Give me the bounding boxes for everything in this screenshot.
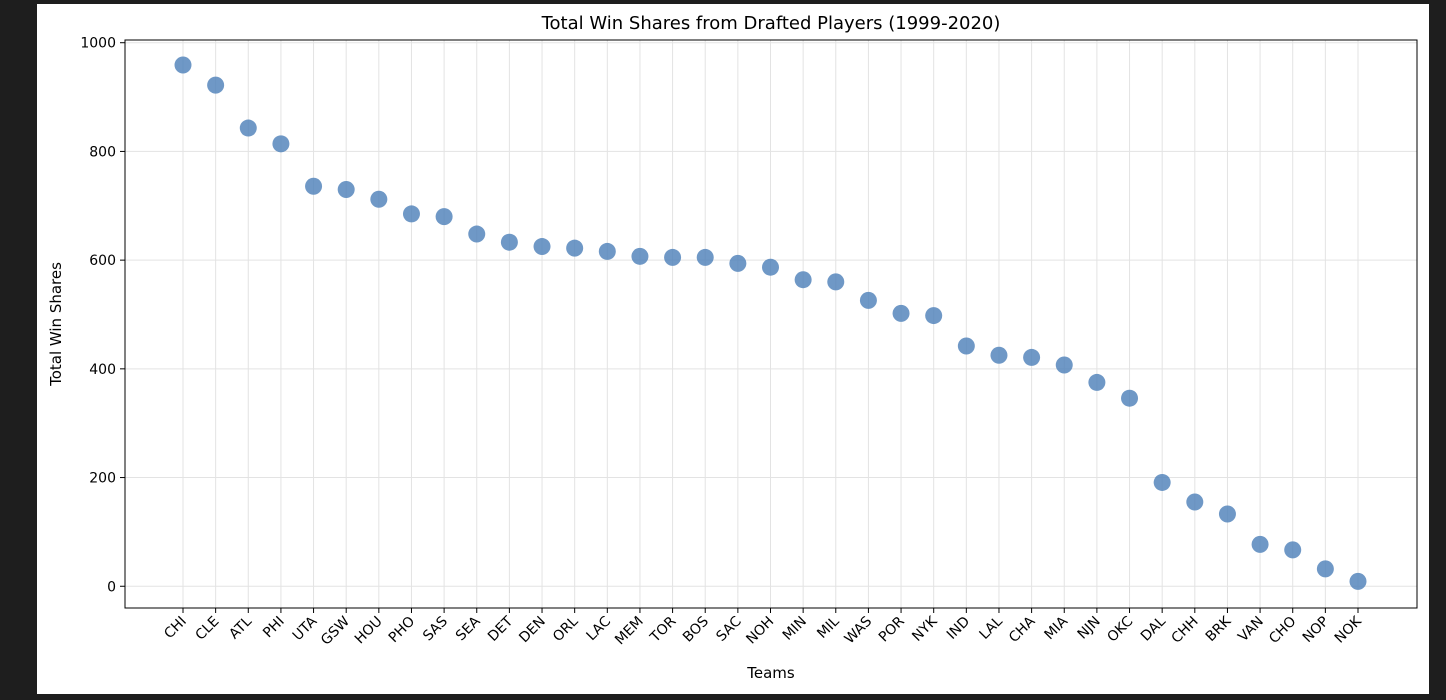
scatter-chart: Total Win Shares from Drafted Players (1…	[47, 13, 1418, 682]
x-axis-label: Teams	[746, 664, 795, 682]
x-tick-label: CHO	[1266, 614, 1299, 647]
x-tick-label: SAC	[713, 613, 744, 644]
data-point-van	[1251, 535, 1269, 553]
x-tick-label: OKC	[1104, 613, 1136, 645]
data-point-atl	[239, 119, 257, 137]
data-point-hou	[370, 190, 388, 208]
x-tick-label: BOS	[680, 613, 712, 645]
data-point-bos	[696, 248, 714, 266]
data-point-den	[533, 238, 551, 256]
data-point-cle	[207, 76, 225, 94]
x-tick-label: DAL	[1138, 613, 1169, 644]
data-point-dal	[1153, 473, 1171, 491]
y-tick-label: 600	[89, 253, 116, 269]
data-point-brk	[1218, 505, 1236, 523]
data-point-nop	[1316, 560, 1334, 578]
x-tick-label: CHH	[1169, 614, 1202, 647]
data-point-mia	[1055, 356, 1073, 374]
data-point-noh	[762, 258, 779, 276]
data-point-uta	[305, 177, 323, 195]
data-point-cho	[1284, 541, 1302, 559]
y-tick-label: 200	[89, 471, 116, 487]
data-point-chi	[174, 56, 192, 74]
x-tick-label: CLE	[192, 614, 222, 644]
data-point-sac	[729, 254, 747, 272]
data-point-phi	[272, 135, 290, 153]
x-tick-label: WAS	[842, 613, 876, 647]
x-tick-label: HOU	[352, 614, 386, 648]
data-points	[174, 56, 1367, 590]
y-tick-label: 800	[89, 144, 116, 160]
y-axis: 0 200 400 600 800 1000	[80, 36, 125, 595]
x-tick-label: MIN	[780, 614, 810, 644]
y-axis-label: Total Win Shares	[47, 262, 65, 387]
data-point-tor	[664, 248, 682, 266]
x-tick-label: VAN	[1235, 614, 1267, 646]
data-point-okc	[1121, 389, 1139, 407]
x-tick-label: NYK	[909, 613, 941, 645]
data-point-sea	[468, 225, 486, 243]
data-point-min	[794, 271, 812, 289]
x-tick-label: UTA	[290, 613, 321, 644]
x-tick-label: IND	[944, 614, 973, 643]
grid	[125, 40, 1417, 608]
x-tick-label: NOP	[1300, 614, 1332, 646]
x-tick-label: PHI	[260, 614, 288, 642]
data-point-det	[500, 233, 518, 251]
x-tick-label: ATL	[226, 613, 255, 642]
data-point-por	[892, 304, 910, 322]
x-tick-label: MIL	[814, 613, 842, 641]
x-tick-label: GSW	[318, 613, 353, 648]
data-point-nyk	[925, 307, 943, 325]
chart-title: Total Win Shares from Drafted Players (1…	[541, 13, 1001, 34]
x-tick-label: NOK	[1332, 613, 1366, 647]
data-point-nok	[1349, 572, 1367, 590]
y-tick-label: 1000	[80, 36, 116, 52]
x-tick-label: DET	[485, 613, 517, 645]
data-point-lal	[990, 346, 1008, 364]
x-tick-label: SAS	[420, 613, 451, 644]
data-point-pho	[402, 205, 420, 223]
y-tick-label: 0	[107, 579, 116, 595]
data-point-sas	[435, 208, 453, 226]
data-point-njn	[1088, 373, 1106, 391]
x-tick-label: BRK	[1203, 613, 1235, 645]
data-point-chh	[1186, 493, 1204, 511]
chart-figure: Total Win Shares from Drafted Players (1…	[37, 4, 1429, 694]
x-tick-label: DEN	[516, 614, 549, 647]
x-tick-label: TOR	[647, 613, 680, 646]
x-tick-label: MIA	[1042, 613, 1072, 643]
data-point-was	[859, 291, 877, 309]
data-point-gsw	[337, 180, 355, 198]
x-tick-label: SEA	[453, 613, 484, 644]
x-tick-label: LAC	[584, 613, 615, 644]
x-tick-label: NJN	[1075, 614, 1104, 643]
data-point-mil	[827, 273, 845, 291]
data-point-lac	[598, 242, 616, 260]
x-tick-label: MEM	[612, 614, 647, 649]
x-tick-label: NOH	[743, 614, 777, 648]
x-tick-label: ORL	[550, 613, 582, 645]
x-tick-label: CHA	[1006, 613, 1039, 646]
x-tick-label: PHO	[386, 614, 419, 647]
x-tick-label: POR	[876, 613, 908, 645]
data-point-orl	[566, 239, 584, 257]
x-tick-label: CHI	[161, 614, 190, 643]
x-tick-label: LAL	[976, 613, 1005, 642]
data-point-cha	[1023, 348, 1041, 366]
data-point-ind	[957, 337, 975, 355]
y-tick-label: 400	[89, 362, 116, 378]
data-point-mem	[631, 247, 649, 265]
